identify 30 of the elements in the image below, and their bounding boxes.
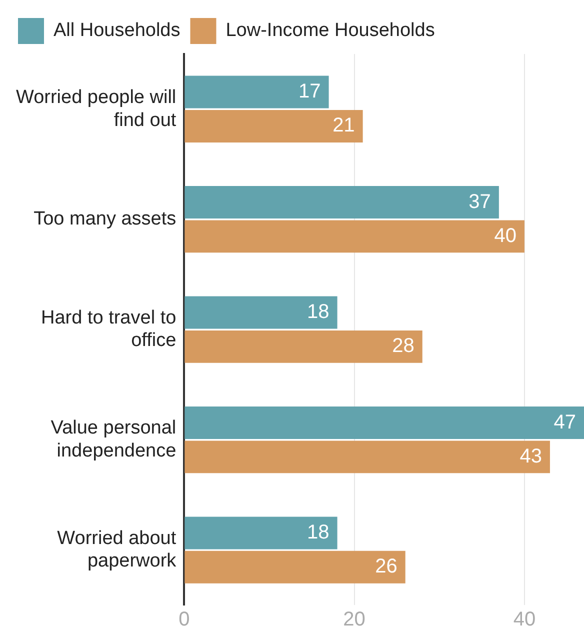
- y-tick-label: Worried about paperwork: [57, 528, 177, 572]
- bar: [184, 550, 406, 584]
- y-tick-label: Worried people will find out: [16, 86, 177, 131]
- legend-label: Low-Income Households: [226, 20, 435, 42]
- data-label: 37: [468, 190, 491, 213]
- data-label: 28: [392, 335, 414, 358]
- bar: [184, 440, 550, 474]
- y-tick-label: Value personal independence: [50, 418, 176, 462]
- bar: [184, 110, 363, 142]
- bar: [184, 330, 422, 363]
- bar: [184, 220, 524, 253]
- data-label: 26: [375, 556, 398, 578]
- x-tick-label: 20: [343, 608, 366, 631]
- bar: [184, 296, 338, 329]
- y-tick-label: Too many assets: [34, 208, 176, 230]
- legend-label: All Households: [54, 20, 180, 42]
- x-tick-label: 0: [178, 608, 190, 631]
- bar: [184, 406, 584, 439]
- bar: [184, 186, 499, 219]
- data-label: 18: [307, 301, 330, 324]
- bar: [184, 76, 329, 108]
- bar: [184, 516, 338, 550]
- x-tick-label: 40: [513, 608, 536, 631]
- data-label: 17: [298, 80, 321, 103]
- data-label: 18: [307, 522, 330, 544]
- y-tick-label: Hard to travel to office: [40, 307, 176, 352]
- data-label: 43: [520, 445, 542, 468]
- data-label: 40: [494, 224, 516, 247]
- data-label: 47: [554, 411, 576, 434]
- data-label: 21: [332, 114, 355, 137]
